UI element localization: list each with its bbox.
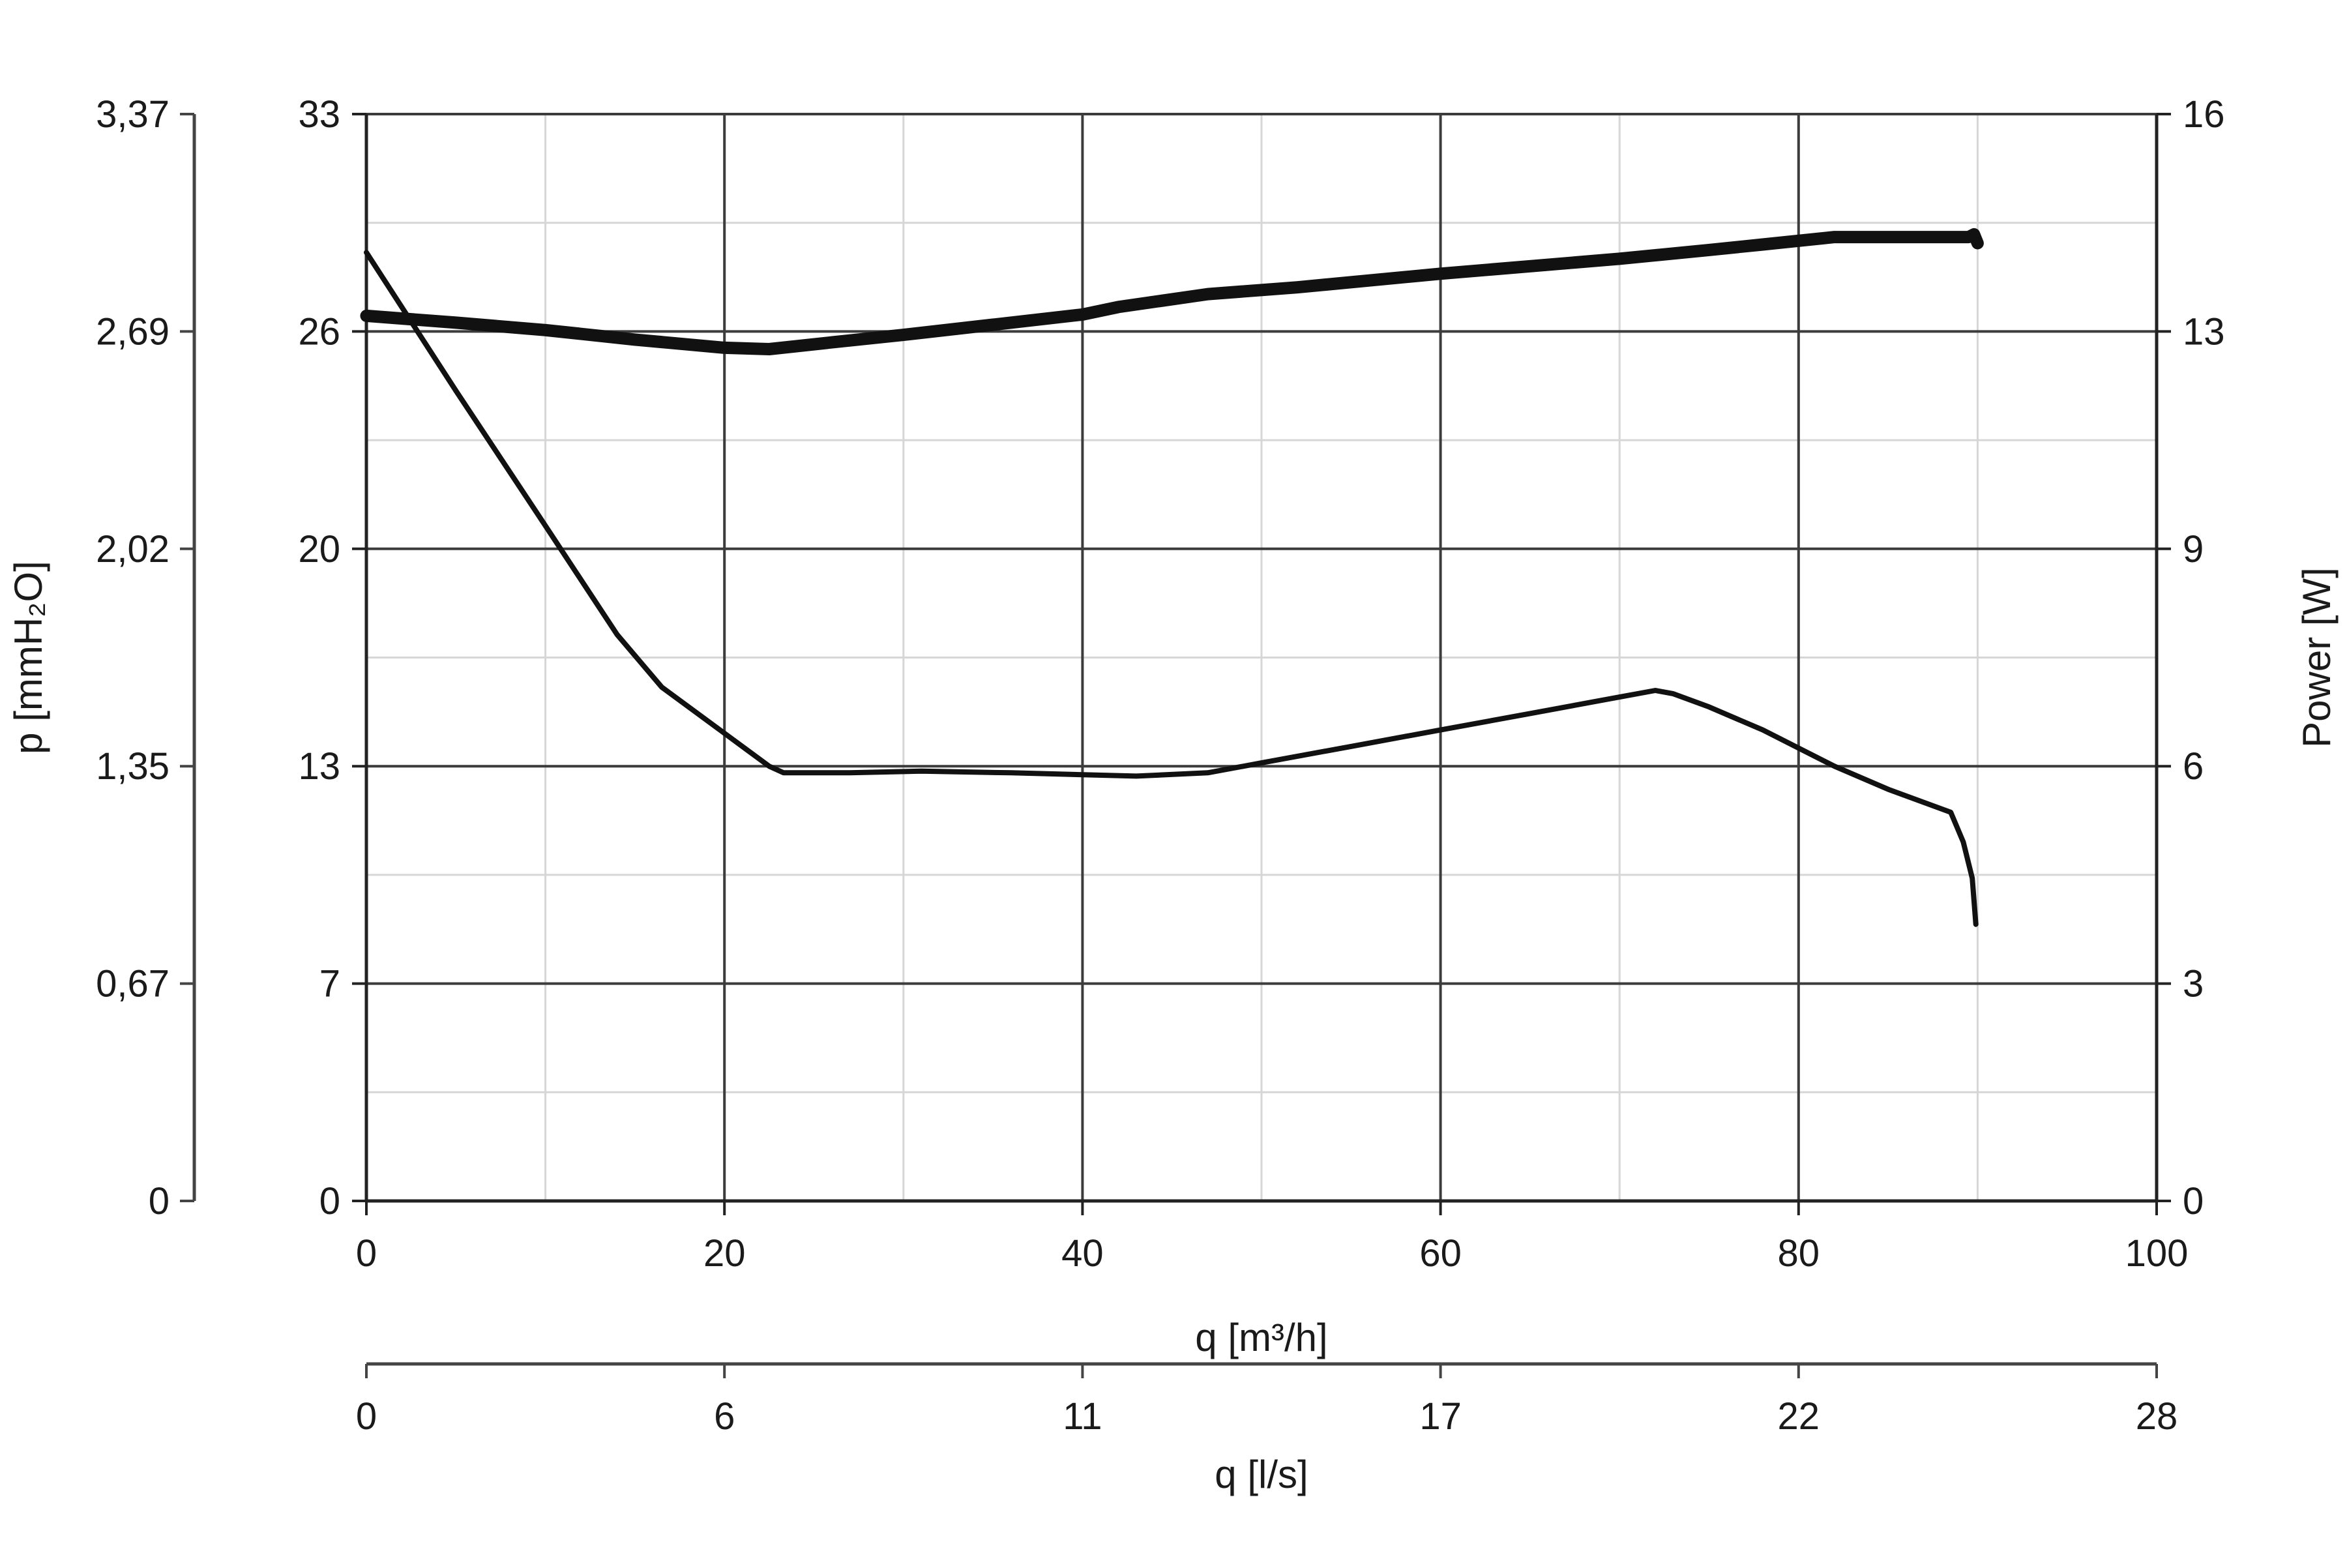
x-secondary-tick-label: 28 xyxy=(2136,1395,2178,1438)
tick-labels: 0 7 13 20 26 33 0 0,67 1,35 2,02 2,69 3,37 0 3 6 9 13 16 0… xyxy=(96,93,2224,1438)
y-tick-label: 0 xyxy=(319,1180,340,1222)
x-secondary-tick-label: 6 xyxy=(714,1395,735,1438)
y-right-tick-label: 0 xyxy=(2183,1180,2204,1222)
y-outer-tick-label: 3,37 xyxy=(96,93,170,136)
y-outer-tick-label: 0 xyxy=(149,1180,170,1222)
x-secondary-tick-label: 22 xyxy=(1778,1395,1820,1438)
y-outer-tick-label: 2,69 xyxy=(96,310,170,353)
x-tick-label: 0 xyxy=(356,1232,377,1275)
x-tick-label: 60 xyxy=(1419,1232,1462,1275)
y-right-tick-label: 16 xyxy=(2183,93,2225,136)
y-tick-label: 7 xyxy=(319,963,340,1005)
x-secondary-tick-label: 0 xyxy=(356,1395,377,1438)
y-tick-label: 33 xyxy=(298,93,340,136)
y-right-tick-label: 9 xyxy=(2183,528,2204,570)
y-right-axis-title: Power [W] xyxy=(2295,567,2339,748)
curves xyxy=(360,228,1984,927)
x-axis-title: q [m³/h] xyxy=(1195,1316,1327,1359)
power-curve xyxy=(360,228,1984,355)
x-secondary-tick-label: 17 xyxy=(1419,1395,1462,1438)
x-tick-label: 100 xyxy=(2125,1232,2189,1275)
y-outer-axis-title: p [mmH₂O] xyxy=(7,561,50,754)
y-right-tick-label: 13 xyxy=(2183,310,2225,353)
y-tick-label: 13 xyxy=(298,745,340,788)
y-outer-tick-label: 2,02 xyxy=(96,528,170,570)
pressure-curve xyxy=(364,250,1979,927)
y-outer-tick-label: 1,35 xyxy=(96,745,170,788)
x-tick-label: 20 xyxy=(703,1232,746,1275)
x-secondary-axis-title: q [l/s] xyxy=(1215,1453,1308,1496)
y-outer-tick-label: 0,67 xyxy=(96,963,170,1005)
x-secondary-tick-label: 11 xyxy=(1063,1395,1102,1438)
x-tick-label: 80 xyxy=(1778,1232,1820,1275)
axes xyxy=(180,113,2171,1378)
axis-titles: q [m³/h] q [l/s] p [mmH₂O] Power [W] xyxy=(7,561,2339,1496)
y-tick-label: 26 xyxy=(298,310,340,353)
x-tick-label: 40 xyxy=(1061,1232,1104,1275)
y-right-tick-label: 3 xyxy=(2183,963,2204,1005)
y-tick-label: 20 xyxy=(298,528,340,570)
y-right-tick-label: 6 xyxy=(2183,745,2204,788)
